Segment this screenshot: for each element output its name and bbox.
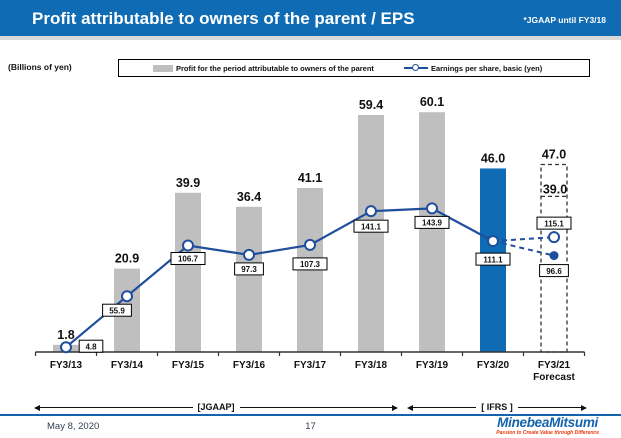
arrow-left-icon (34, 404, 40, 411)
header-shadow-strip (0, 36, 621, 40)
eps-marker (60, 341, 72, 354)
ifrs-era-arrow: [ IFRS ] (407, 401, 587, 414)
eps-line (65, 207, 494, 349)
eps-value-label-box (78, 339, 104, 353)
x-axis-label: FY3/21 (538, 360, 571, 371)
eps-forecast-connector (492, 240, 555, 257)
eps-forecast-high-label: 115.1 (544, 219, 564, 228)
eps-value-label-box (414, 215, 450, 229)
legend-item-profit: Profit for the period attributable to ow… (153, 64, 374, 73)
x-axis-label: FY3/20 (477, 360, 510, 371)
eps-forecast-marker-low (549, 251, 559, 261)
x-axis-label: Forecast (533, 372, 575, 383)
bar-value-label: 39.9 (176, 176, 200, 190)
footer-date: May 8, 2020 (47, 421, 100, 432)
eps-forecast-high-label-box (536, 216, 572, 230)
legend-item-eps: Earnings per share, basic (yen) (403, 63, 543, 73)
bar-value-label: 36.4 (237, 190, 261, 204)
eps-value-label-box (234, 262, 264, 276)
x-axis-label: FY3/13 (50, 360, 83, 371)
eps-value-label: 97.3 (241, 265, 257, 274)
slide-header: Profit attributable to owners of the par… (0, 0, 621, 36)
jgaap-era-arrow: [JGAAP] (34, 401, 399, 414)
footer-divider (0, 414, 621, 416)
legend-line-label: Earnings per share, basic (yen) (430, 63, 543, 73)
forecast-low-label: 39.0 (543, 182, 567, 196)
x-axis-label: FY3/15 (172, 360, 205, 371)
eps-value-label: 111.1 (483, 255, 503, 264)
legend-bar-label: Profit for the period attributable to ow… (176, 63, 374, 73)
page-number: 17 (305, 421, 316, 432)
jgaap-label: [JGAAP] (197, 401, 235, 412)
profit-bar (358, 114, 384, 352)
bar-value-label: 59.4 (359, 98, 383, 112)
ifrs-label: [ IFRS ] (481, 401, 513, 412)
eps-forecast-connector (492, 236, 555, 243)
x-axis-label: FY3/18 (355, 360, 388, 371)
eps-marker (487, 235, 499, 248)
eps-value-label-box (102, 303, 132, 317)
bar-value-label: 41.1 (298, 171, 322, 185)
page-title: Profit attributable to owners of the par… (32, 9, 415, 28)
eps-marker (182, 239, 194, 252)
minebeamitsumi-logo: MinebeaMitsumi Passion to Create Value t… (496, 416, 599, 436)
x-axis-label: FY3/16 (233, 360, 266, 371)
profit-bar (236, 206, 262, 352)
logo-text: MinebeaMitsumi (497, 415, 598, 430)
arrow-right-icon (581, 404, 587, 411)
eps-value-label-box (170, 252, 206, 266)
eps-value-label: 143.9 (422, 219, 443, 228)
line-legend-marker (403, 64, 428, 71)
eps-value-label: 141.1 (361, 222, 382, 231)
eps-value-label: 55.9 (109, 306, 125, 315)
eps-value-label-box (292, 257, 328, 271)
eps-value-label-box (353, 219, 389, 233)
arrow-right-icon (392, 404, 399, 411)
profit-bar (419, 112, 445, 353)
header-note: *JGAAP until FY3/18 (523, 15, 606, 25)
forecast-high-label: 47.0 (542, 147, 566, 161)
eps-value-label: 4.8 (85, 342, 97, 351)
line-legend-circle-icon (411, 64, 419, 71)
eps-forecast-low-label: 96.6 (546, 267, 562, 276)
x-axis-label: FY3/17 (294, 360, 327, 371)
eps-marker (304, 238, 316, 251)
eps-value-label: 107.3 (300, 260, 321, 269)
bar-legend-swatch (153, 64, 173, 72)
x-axis-label: FY3/14 (111, 360, 144, 371)
bar-value-label: 46.0 (481, 151, 505, 165)
eps-marker (365, 205, 377, 218)
eps-marker (121, 290, 133, 303)
eps-forecast-marker-high (548, 231, 560, 244)
eps-value-label: 106.7 (178, 255, 199, 264)
bar-value-label: 60.1 (420, 95, 444, 109)
eps-value-label-box (475, 252, 511, 266)
bar-value-label: 20.9 (115, 252, 139, 266)
x-axis-label: FY3/19 (416, 360, 449, 371)
profit-bar (175, 192, 201, 352)
bar-value-label: 1.8 (57, 328, 74, 342)
arrow-left-icon (407, 404, 413, 411)
axis-unit-label: (Billions of yen) (8, 62, 72, 72)
eps-marker (243, 248, 255, 261)
eps-marker (426, 202, 438, 215)
eps-forecast-low-label-box (539, 264, 569, 278)
chart-legend: Profit for the period attributable to ow… (118, 59, 590, 77)
logo-tagline: Passion to Create Value through Differen… (496, 429, 599, 436)
